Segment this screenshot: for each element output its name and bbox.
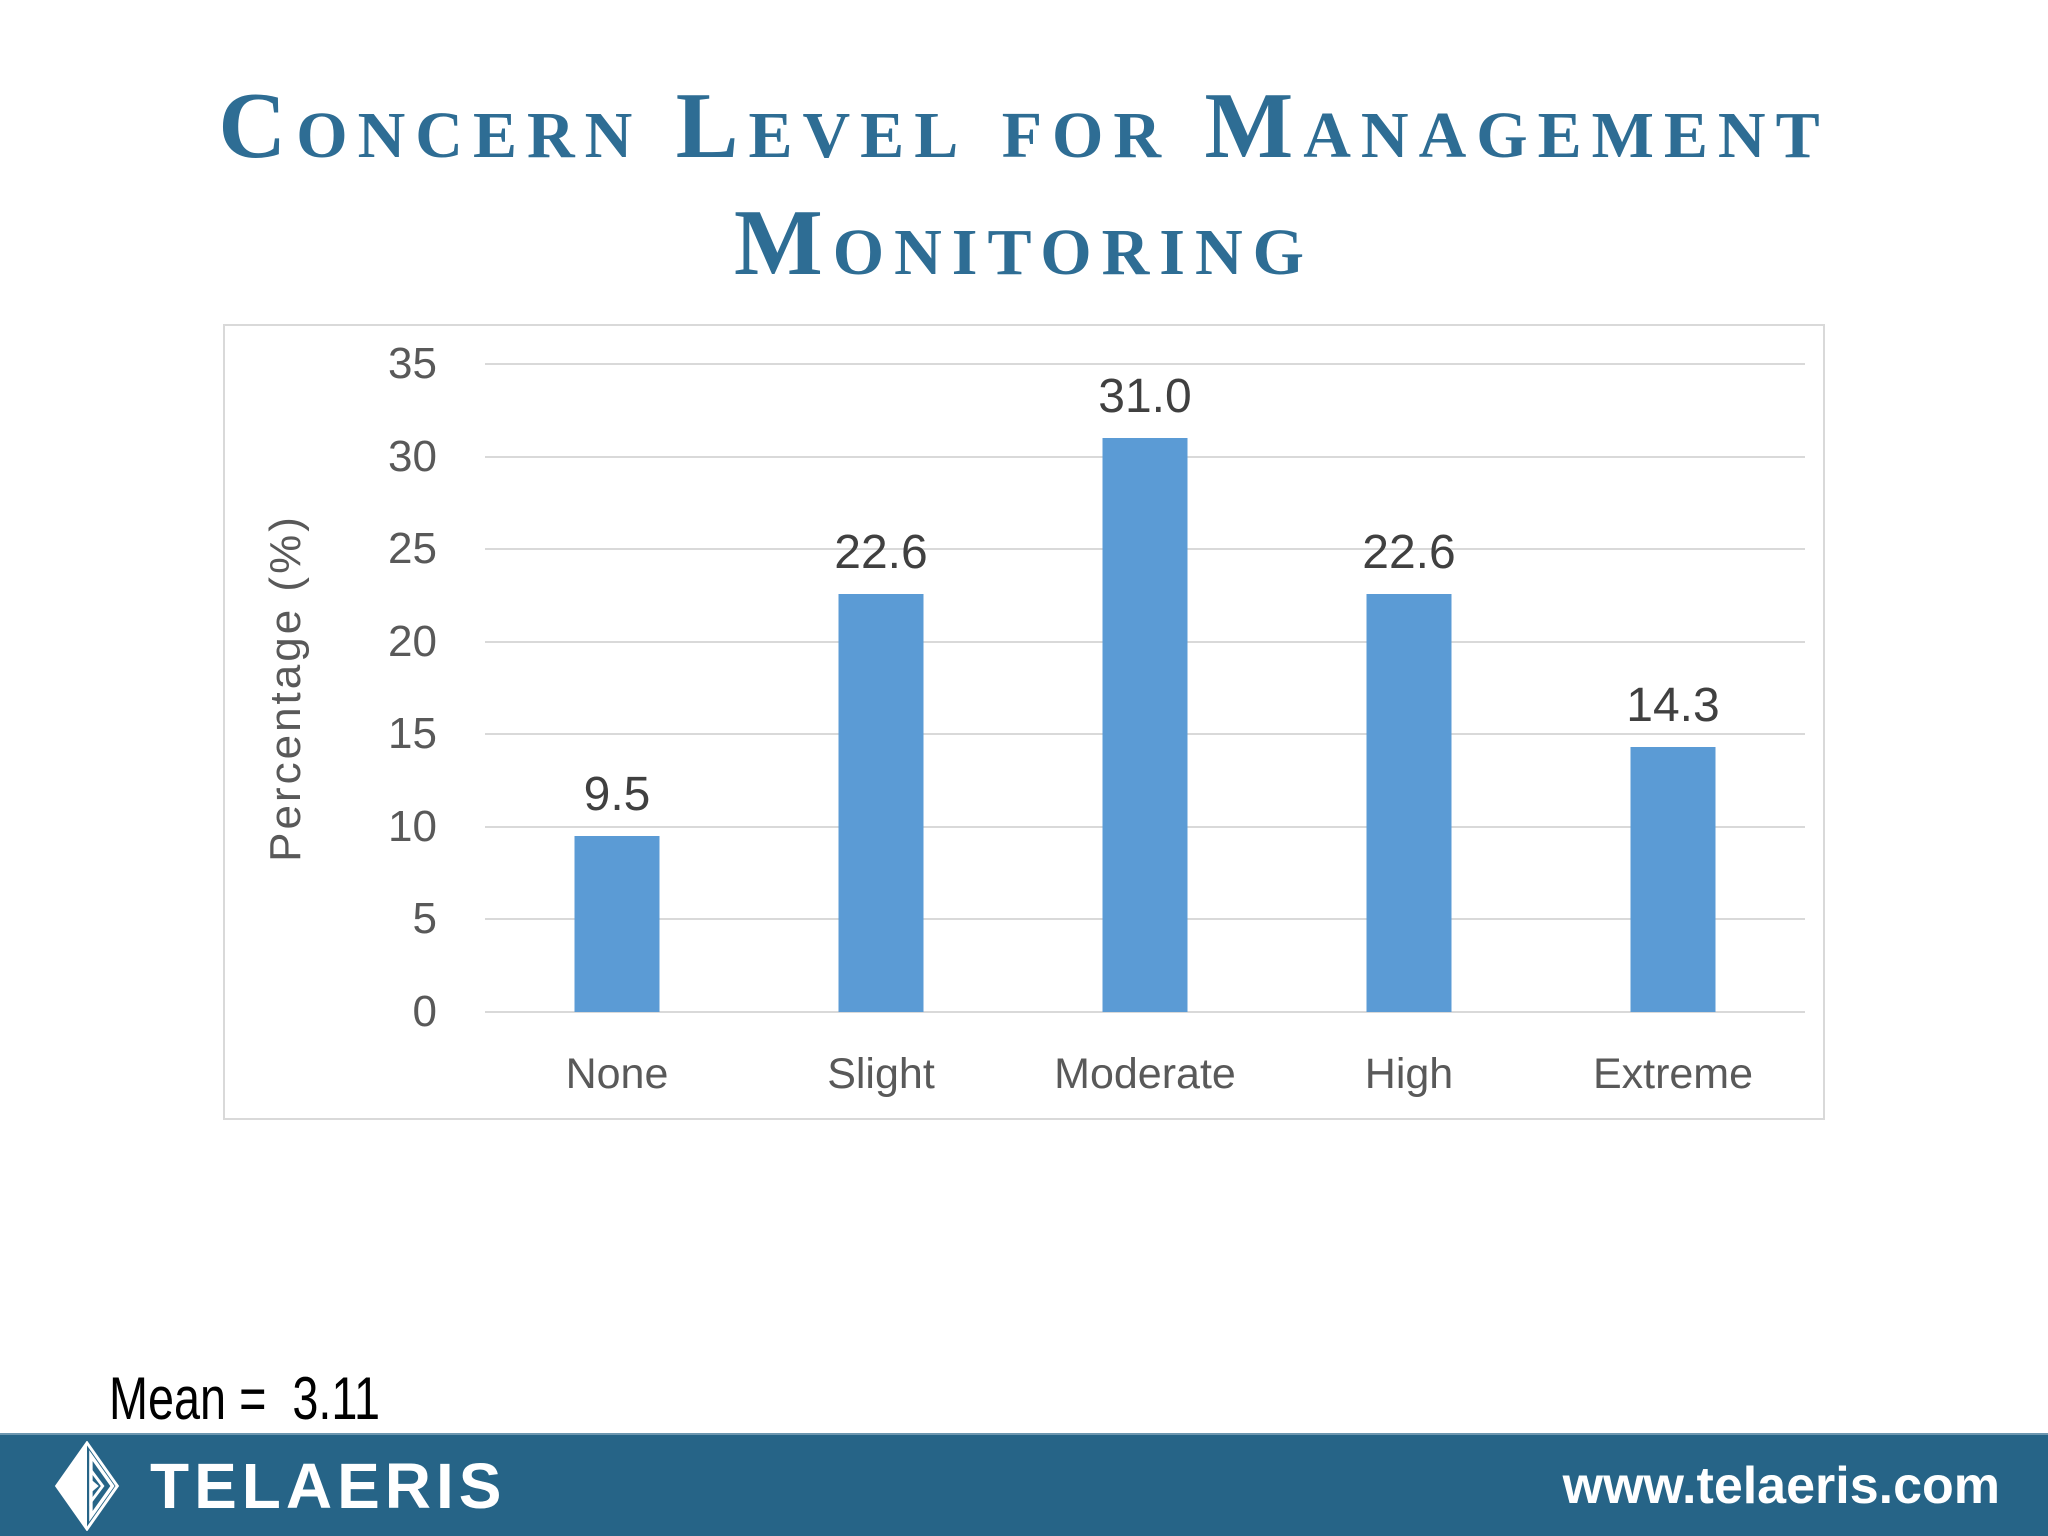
- note-mean: Mean = 3.11: [109, 1365, 381, 1432]
- bar-slot-slight: 22.6: [749, 364, 1013, 1012]
- y-tick-label-0: 0: [412, 987, 437, 1036]
- notes-block: Mean = 3.11 Moderate level of concern. N…: [109, 1196, 1297, 1536]
- x-axis-label-none: None: [565, 1050, 669, 1098]
- bar-value-label-moderate: 31.0: [1098, 370, 1192, 424]
- bar-slot-high: 22.6: [1277, 364, 1541, 1012]
- bar-extreme: [1630, 747, 1716, 1012]
- bar-value-label-slight: 22.6: [834, 525, 928, 579]
- page-title: Concern Level for Management Monitoring: [0, 68, 2048, 302]
- footer-bar: TELAERIS www.telaeris.com: [0, 1433, 2048, 1536]
- bar-value-label-extreme: 14.3: [1626, 679, 1720, 733]
- bar-slot-none: 9.5: [485, 364, 749, 1012]
- y-tick-label-30: 30: [388, 431, 437, 481]
- bar-slot-moderate: 31.0: [1013, 364, 1277, 1012]
- page-title-line2: Monitoring: [734, 191, 1314, 295]
- gridline-0: [485, 1011, 1805, 1013]
- plot-area: 0 5 10 15 20 25 30 35 9.5 22.6 31.0 22.6 14.3 None S…: [388, 339, 1805, 1098]
- y-tick-label-5: 5: [412, 894, 437, 944]
- bar-moderate: [1102, 438, 1188, 1012]
- bar-slot-extreme: 14.3: [1541, 364, 1805, 1012]
- y-tick-label-25: 25: [388, 524, 437, 574]
- y-tick-label-10: 10: [388, 801, 437, 851]
- gridline-35: [485, 363, 1805, 365]
- bar-slight: [838, 593, 924, 1012]
- x-axis-label-high: High: [1364, 1050, 1454, 1098]
- footer-url-link[interactable]: www.telaeris.com: [1562, 1456, 2000, 1515]
- y-tick-label-35: 35: [388, 339, 437, 388]
- brand-name: TELAERIS: [150, 1449, 507, 1522]
- bar-series: 9.5 22.6 31.0 22.6 14.3: [485, 364, 1805, 1012]
- x-axis-labels: None Slight Moderate High Extreme: [485, 1050, 1805, 1099]
- y-tick-label-20: 20: [388, 616, 437, 666]
- y-axis-title: Percentage (%): [261, 514, 310, 862]
- telaeris-diamond-logo-icon: [54, 1440, 120, 1531]
- y-tick-label-15: 15: [388, 709, 437, 759]
- bar-value-label-high: 22.6: [1362, 525, 1456, 579]
- x-axis-label-extreme: Extreme: [1592, 1050, 1754, 1098]
- page-title-line1: Concern Level for Management: [218, 74, 1830, 178]
- x-axis-label-moderate: Moderate: [1054, 1050, 1236, 1098]
- brand-lockup: TELAERIS: [54, 1440, 507, 1531]
- bar-high: [1366, 593, 1452, 1012]
- chart-panel: Percentage (%) 0 5 10 15 20 25 30 35 9.5 22.6 31.…: [223, 324, 1825, 1120]
- x-axis-label-slight: Slight: [827, 1050, 935, 1098]
- bar-none: [574, 836, 660, 1012]
- bar-value-label-none: 9.5: [583, 768, 651, 822]
